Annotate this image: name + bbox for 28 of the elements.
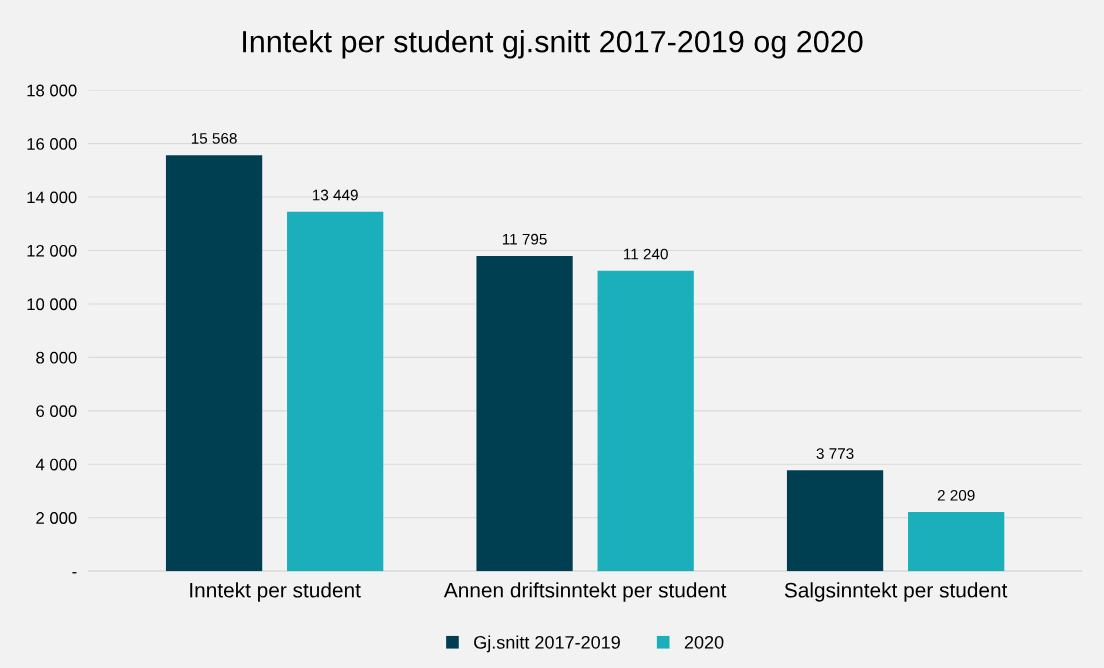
y-tick-label: 16 000 (27, 138, 77, 150)
bar (476, 255, 573, 572)
data-label: 11 795 (502, 233, 547, 245)
bar (786, 470, 884, 572)
y-tick-label: 4 000 (35, 458, 77, 471)
legend-label: 2020 (684, 635, 724, 649)
legend-label: Gj.snitt 2017-2019 (474, 635, 620, 653)
y-tick-label: 12 000 (27, 244, 77, 257)
data-label: 13 449 (312, 189, 358, 201)
y-tick-label: 10 000 (27, 298, 77, 311)
chart-title: Inntekt per student gj.snitt 2017-2019 og 2020 (243, 30, 863, 59)
x-tick-label: Salgsinntekt per student (784, 582, 1008, 602)
y-tick-label: - (72, 572, 77, 574)
bar (287, 211, 384, 572)
x-tick-label: Annen driftsinntekt per student (443, 582, 727, 602)
bar (165, 155, 263, 572)
bar (597, 270, 694, 572)
data-label: 2 209 (937, 489, 975, 501)
y-tick-label: 8 000 (36, 351, 77, 364)
x-tick-label: Inntekt per student (190, 582, 361, 602)
y-tick-label: 18 000 (27, 84, 77, 97)
data-label: 15 568 (191, 132, 237, 144)
bar (908, 512, 1005, 572)
y-tick-label: 6 000 (36, 405, 77, 418)
y-tick-label: 2 000 (36, 512, 77, 524)
data-label: 3 773 (816, 448, 854, 459)
y-tick-label: 14 000 (27, 191, 77, 204)
data-label: 11 240 (624, 248, 668, 260)
